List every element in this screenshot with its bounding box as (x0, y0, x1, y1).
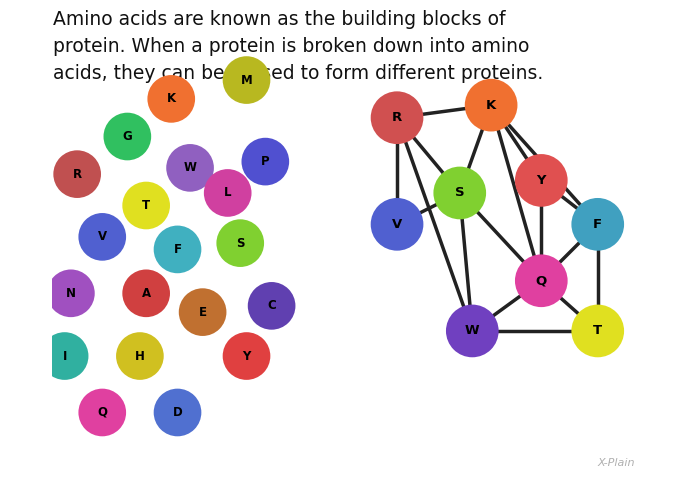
Circle shape (571, 305, 624, 357)
Text: D: D (173, 406, 183, 419)
Circle shape (515, 254, 568, 307)
Circle shape (104, 113, 151, 160)
Text: F: F (174, 243, 181, 256)
Text: V: V (98, 230, 107, 243)
Circle shape (371, 91, 424, 144)
Circle shape (166, 144, 214, 192)
Circle shape (371, 198, 424, 251)
Text: M: M (241, 73, 253, 86)
Circle shape (78, 213, 126, 261)
Circle shape (465, 79, 517, 132)
Text: V: V (392, 218, 402, 231)
Text: R: R (73, 168, 82, 180)
Text: F: F (593, 218, 602, 231)
Text: W: W (183, 161, 197, 174)
Text: E: E (199, 306, 206, 319)
Text: A: A (141, 287, 150, 300)
Text: G: G (122, 130, 132, 143)
Circle shape (241, 138, 289, 185)
Text: H: H (135, 349, 145, 362)
Circle shape (78, 389, 126, 436)
Text: T: T (142, 199, 150, 212)
Circle shape (47, 269, 94, 317)
Text: Q: Q (536, 274, 547, 287)
Text: S: S (236, 237, 244, 250)
Circle shape (433, 167, 486, 219)
Text: N: N (66, 287, 76, 300)
Text: K: K (486, 99, 496, 112)
Text: L: L (224, 186, 232, 200)
Circle shape (154, 226, 202, 273)
Text: T: T (593, 324, 602, 337)
Circle shape (178, 288, 226, 336)
Circle shape (571, 198, 624, 251)
Circle shape (204, 169, 251, 217)
Text: Amino acids are known as the building blocks of
protein. When a protein is broke: Amino acids are known as the building bl… (52, 10, 543, 84)
Circle shape (116, 332, 164, 380)
Text: I: I (62, 349, 66, 362)
Text: Q: Q (97, 406, 107, 419)
Circle shape (154, 389, 202, 436)
Circle shape (223, 332, 270, 380)
Circle shape (53, 150, 101, 198)
Circle shape (446, 305, 498, 357)
Text: Y: Y (242, 349, 251, 362)
Circle shape (515, 154, 568, 207)
Text: X-Plain: X-Plain (598, 457, 636, 468)
Text: K: K (167, 92, 176, 106)
Text: W: W (465, 324, 480, 337)
Text: C: C (267, 300, 276, 312)
Circle shape (148, 75, 195, 123)
Text: P: P (261, 155, 270, 168)
Text: Y: Y (536, 174, 546, 187)
Text: S: S (455, 186, 465, 200)
Circle shape (216, 219, 264, 267)
Circle shape (248, 282, 295, 330)
Circle shape (223, 56, 270, 104)
Circle shape (41, 332, 88, 380)
Text: R: R (392, 111, 402, 124)
Circle shape (122, 181, 170, 229)
Circle shape (122, 269, 170, 317)
